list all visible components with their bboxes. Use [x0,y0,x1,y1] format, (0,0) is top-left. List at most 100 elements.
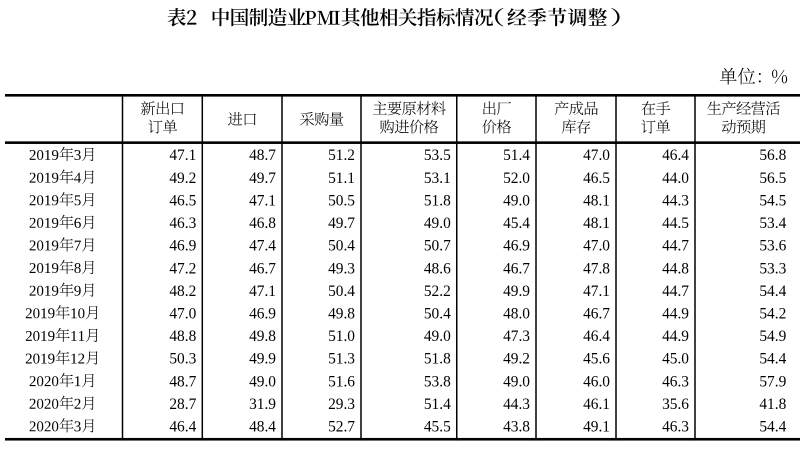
svg-text:45.0: 45.0 [662,351,689,368]
svg-text:44.3: 44.3 [503,396,530,413]
svg-text:50.5: 50.5 [328,192,355,209]
svg-text:47.4: 47.4 [249,238,276,255]
svg-text:51.0: 51.0 [328,328,355,345]
svg-text:57.9: 57.9 [759,373,786,390]
svg-text:49.7: 49.7 [328,215,355,232]
svg-text:46.7: 46.7 [503,260,530,277]
svg-text:56.8: 56.8 [759,147,786,164]
svg-text:47.8: 47.8 [583,260,610,277]
svg-text:54.9: 54.9 [759,328,786,345]
svg-text:44.9: 44.9 [662,328,689,345]
svg-text:51.6: 51.6 [328,373,355,390]
svg-text:46.9: 46.9 [249,306,276,323]
svg-text:50.7: 50.7 [424,238,451,255]
svg-text:46.3: 46.3 [169,215,196,232]
svg-text:45.4: 45.4 [503,215,530,232]
svg-text:52.0: 52.0 [503,170,530,187]
svg-text:54.4: 54.4 [759,351,786,368]
svg-text:49.2: 49.2 [169,170,196,187]
svg-text:46.7: 46.7 [583,306,610,323]
svg-text:54.4: 54.4 [759,419,786,436]
svg-text:49.0: 49.0 [503,373,530,390]
svg-text:28.7: 28.7 [169,396,196,413]
svg-text:46.4: 46.4 [169,419,196,436]
svg-text:48.0: 48.0 [503,306,530,323]
svg-text:44.0: 44.0 [662,170,689,187]
svg-text:41.8: 41.8 [759,396,786,413]
svg-text:46.8: 46.8 [249,215,276,232]
svg-text:47.1: 47.1 [583,283,610,300]
svg-text:31.9: 31.9 [249,396,276,413]
svg-text:46.0: 46.0 [583,373,610,390]
svg-text:53.6: 53.6 [759,238,786,255]
svg-text:29.3: 29.3 [328,396,355,413]
svg-text:50.4: 50.4 [328,238,355,255]
svg-text:49.0: 49.0 [424,328,451,345]
svg-text:49.8: 49.8 [328,306,355,323]
svg-text:48.6: 48.6 [424,260,451,277]
svg-text:46.7: 46.7 [249,260,276,277]
svg-text:53.8: 53.8 [424,373,451,390]
svg-text:47.0: 47.0 [169,306,196,323]
svg-text:48.2: 48.2 [169,283,196,300]
svg-text:48.7: 48.7 [249,147,276,164]
svg-text:49.2: 49.2 [503,351,530,368]
svg-text:46.5: 46.5 [583,170,610,187]
svg-text:46.1: 46.1 [583,396,610,413]
svg-text:50.4: 50.4 [328,283,355,300]
svg-text:44.5: 44.5 [662,215,689,232]
svg-text:47.1: 47.1 [249,192,276,209]
svg-text:45.5: 45.5 [424,419,451,436]
svg-text:47.2: 47.2 [169,260,196,277]
svg-text:51.3: 51.3 [328,351,355,368]
svg-text:48.7: 48.7 [169,373,196,390]
svg-text:44.3: 44.3 [662,192,689,209]
svg-text:50.3: 50.3 [169,351,196,368]
svg-text:46.4: 46.4 [662,147,689,164]
svg-text:49.3: 49.3 [328,260,355,277]
svg-text:56.5: 56.5 [759,170,786,187]
svg-text:53.4: 53.4 [759,215,786,232]
svg-text:47.0: 47.0 [583,238,610,255]
svg-text:43.8: 43.8 [503,419,530,436]
svg-text:51.8: 51.8 [424,351,451,368]
svg-text:48.1: 48.1 [583,215,610,232]
svg-text:35.6: 35.6 [662,396,689,413]
svg-text:46.9: 46.9 [503,238,530,255]
svg-text:49.0: 49.0 [503,192,530,209]
svg-text:45.6: 45.6 [583,351,610,368]
svg-text:44.7: 44.7 [662,238,689,255]
svg-text:53.3: 53.3 [759,260,786,277]
svg-text:53.1: 53.1 [424,170,451,187]
svg-text:47.3: 47.3 [503,328,530,345]
svg-text:53.5: 53.5 [424,147,451,164]
svg-text:49.9: 49.9 [249,351,276,368]
svg-text:50.4: 50.4 [424,306,451,323]
svg-text:46.9: 46.9 [169,238,196,255]
svg-text:54.4: 54.4 [759,283,786,300]
svg-text:49.0: 49.0 [424,215,451,232]
svg-text:49.7: 49.7 [249,170,276,187]
svg-text:54.2: 54.2 [759,306,786,323]
svg-text:54.5: 54.5 [759,192,786,209]
svg-text:51.2: 51.2 [328,147,355,164]
svg-text:51.4: 51.4 [424,396,451,413]
svg-text:47.0: 47.0 [583,147,610,164]
svg-text:49.1: 49.1 [583,419,610,436]
svg-text:48.4: 48.4 [249,419,276,436]
svg-text:51.8: 51.8 [424,192,451,209]
svg-text:47.1: 47.1 [169,147,196,164]
svg-text:51.4: 51.4 [503,147,530,164]
svg-text:52.7: 52.7 [328,419,355,436]
svg-text:46.3: 46.3 [662,419,689,436]
svg-text:49.0: 49.0 [249,373,276,390]
svg-text:51.1: 51.1 [328,170,355,187]
svg-text:46.3: 46.3 [662,373,689,390]
svg-text:47.1: 47.1 [249,283,276,300]
svg-text:49.8: 49.8 [249,328,276,345]
svg-text:52.2: 52.2 [424,283,451,300]
svg-text:49.9: 49.9 [503,283,530,300]
svg-text:44.9: 44.9 [662,306,689,323]
svg-text:46.4: 46.4 [583,328,610,345]
svg-text:48.8: 48.8 [169,328,196,345]
